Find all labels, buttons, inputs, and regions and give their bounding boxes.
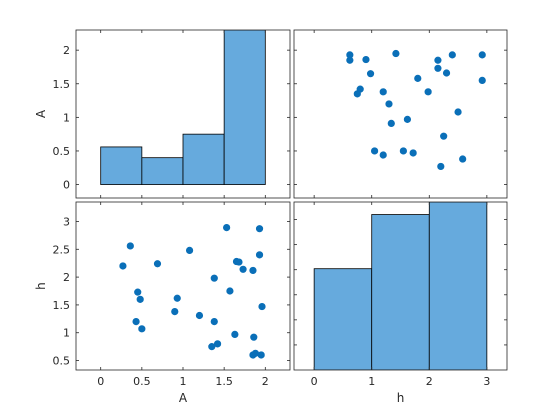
scatter-A-vs-h-point-5: [255, 225, 264, 233]
scatter-A-vs-h-point-14: [136, 295, 144, 303]
scatter-h-vs-A-point-18: [403, 115, 412, 123]
scatter-A-vs-h-point-20: [132, 318, 140, 326]
scatter-h-vs-A-point-25: [459, 155, 467, 163]
scatter-h-vs-A-point-23: [399, 147, 407, 155]
scatter-h-vs-A-point-11: [478, 76, 486, 84]
hist-h-xtick-label-3: 3: [483, 375, 490, 388]
hist-A-panel: 0 0.5 1 1.5 2 A: [34, 29, 291, 199]
scatter-A-vs-h-point-0: [119, 262, 127, 270]
hist-h-xtick-label-0: 0: [311, 375, 318, 388]
scatter-A-vs-h-point-16: [171, 307, 179, 316]
scatter-A-vs-h-point-15: [173, 294, 181, 302]
scatter-A-vs-h-point-4: [223, 223, 231, 232]
hist-h-xlabel: h: [397, 391, 405, 405]
scatter-A-vs-h-point-9: [249, 266, 257, 275]
scatter-A-vs-h-plot-area: [76, 202, 290, 370]
scatter-A-vs-h-panel: 0 0.5 1 1.5 2 0.5 1 1.5 2 2.5 3 Ah: [34, 201, 291, 405]
scatter-A-vs-h-point-3: [185, 246, 194, 254]
hist-h-bar-1: [371, 214, 430, 370]
scatter-A-vs-h-xtick-label-4: 2: [262, 375, 269, 388]
scatter-h-vs-A-point-15: [424, 88, 432, 96]
scatter-h-vs-A-point-6: [478, 51, 486, 59]
scatter-h-vs-A-point-14: [379, 88, 387, 96]
scatter-h-vs-A-point-5: [448, 51, 456, 59]
scatter-h-vs-A-point-7: [366, 70, 375, 78]
scatter-h-vs-A-point-10: [414, 74, 422, 82]
hist-A-ylabel: A: [34, 109, 48, 118]
scatter-h-vs-A-point-8: [434, 64, 442, 72]
scatter-A-vs-h-point-23: [250, 333, 258, 341]
scatter-A-vs-h-point-8: [239, 265, 247, 273]
scatter-A-vs-h-point-11: [210, 274, 218, 282]
scatter-A-vs-h-point-13: [134, 288, 142, 296]
scatter-A-vs-h-ytick-label-5: 3: [63, 215, 70, 228]
hist-h-axes-box: [293, 201, 508, 371]
scatter-A-vs-h-xtick-label-0: 0: [97, 375, 104, 388]
scatter-h-vs-A-axes-box: [293, 29, 508, 199]
scatter-A-vs-h-ytick-label-0: 0.5: [53, 355, 71, 368]
scatter-h-vs-A-point-3: [392, 49, 400, 58]
scatter-A-vs-h-ytick-label-1: 1: [63, 327, 70, 340]
hist-A-ytick-label-3: 1.5: [53, 78, 71, 91]
scatter-h-vs-A-plot-area: [294, 30, 507, 198]
hist-A-ytick-label-0: 0: [63, 179, 70, 192]
scatter-h-vs-A-panel: [293, 29, 508, 199]
scatter-A-vs-h-ylabel: h: [34, 282, 48, 290]
scatter-A-vs-h-xtick-label-1: 0.5: [133, 375, 151, 388]
scatter-A-vs-h-point-12: [226, 287, 234, 295]
scatter-A-vs-h-point-21: [138, 325, 146, 333]
scatter-h-vs-A-point-24: [409, 149, 417, 157]
scatter-A-vs-h-xtick-label-3: 1.5: [215, 375, 233, 388]
scatter-A-vs-h-xtick-label-2: 1: [180, 375, 187, 388]
hist-h-xtick-label-1: 1: [368, 375, 375, 388]
hist-A-bar-2: [182, 133, 225, 185]
hist-h-bar-2: [428, 202, 488, 370]
scatter-A-vs-h-point-17: [195, 311, 204, 320]
scatter-h-vs-A-point-2: [362, 55, 370, 64]
scatter-h-vs-A-point-19: [387, 119, 395, 128]
scatter-A-vs-h-point-22: [231, 330, 239, 338]
scatter-A-vs-h-point-10: [255, 251, 264, 259]
scatter-A-vs-h-point-19: [258, 302, 266, 311]
scatter-h-vs-A-point-20: [440, 132, 448, 140]
hist-h-bar-0: [313, 268, 373, 370]
scatter-A-vs-h-point-25: [213, 340, 222, 348]
hist-A-bar-1: [141, 157, 184, 185]
scatter-A-vs-h-point-18: [210, 318, 218, 326]
scatter-h-vs-A-point-21: [370, 147, 379, 155]
scatter-A-vs-h-point-2: [153, 260, 162, 268]
hist-A-ytick-label-2: 1: [63, 111, 70, 124]
scatter-A-vs-h-point-7: [235, 258, 243, 266]
hist-A-ytick-label-4: 2: [63, 44, 70, 57]
hist-A-bar-0: [100, 146, 143, 185]
scatter-h-vs-A-point-16: [385, 100, 393, 108]
hist-h-panel: 0 1 2 3 h: [293, 201, 508, 405]
scatter-A-vs-h-point-1: [126, 242, 134, 250]
scatter-h-vs-A-point-13: [356, 85, 364, 93]
scatter-A-vs-h-ytick-label-2: 1.5: [53, 299, 71, 312]
scatter-h-vs-A-point-9: [442, 69, 451, 77]
scatter-A-vs-h-ytick-label-4: 2.5: [53, 243, 71, 256]
scatter-h-vs-A-point-1: [346, 56, 354, 64]
scatter-h-vs-A-point-26: [437, 162, 445, 171]
scatter-h-vs-A-point-17: [454, 108, 462, 116]
hist-A-ytick-label-1: 0.5: [53, 145, 71, 158]
scatter-A-vs-h-point-28: [257, 351, 265, 359]
hist-A-bar-3: [223, 30, 266, 185]
scatter-A-vs-h-ytick-label-3: 2: [63, 271, 70, 284]
scatter-A-vs-h-xlabel: A: [179, 391, 188, 405]
hist-h-xtick-label-2: 2: [426, 375, 433, 388]
scatter-h-vs-A-point-22: [379, 151, 387, 159]
scatter-h-vs-A-point-4: [434, 56, 442, 64]
scatter-A-vs-h-point-24: [208, 343, 216, 351]
